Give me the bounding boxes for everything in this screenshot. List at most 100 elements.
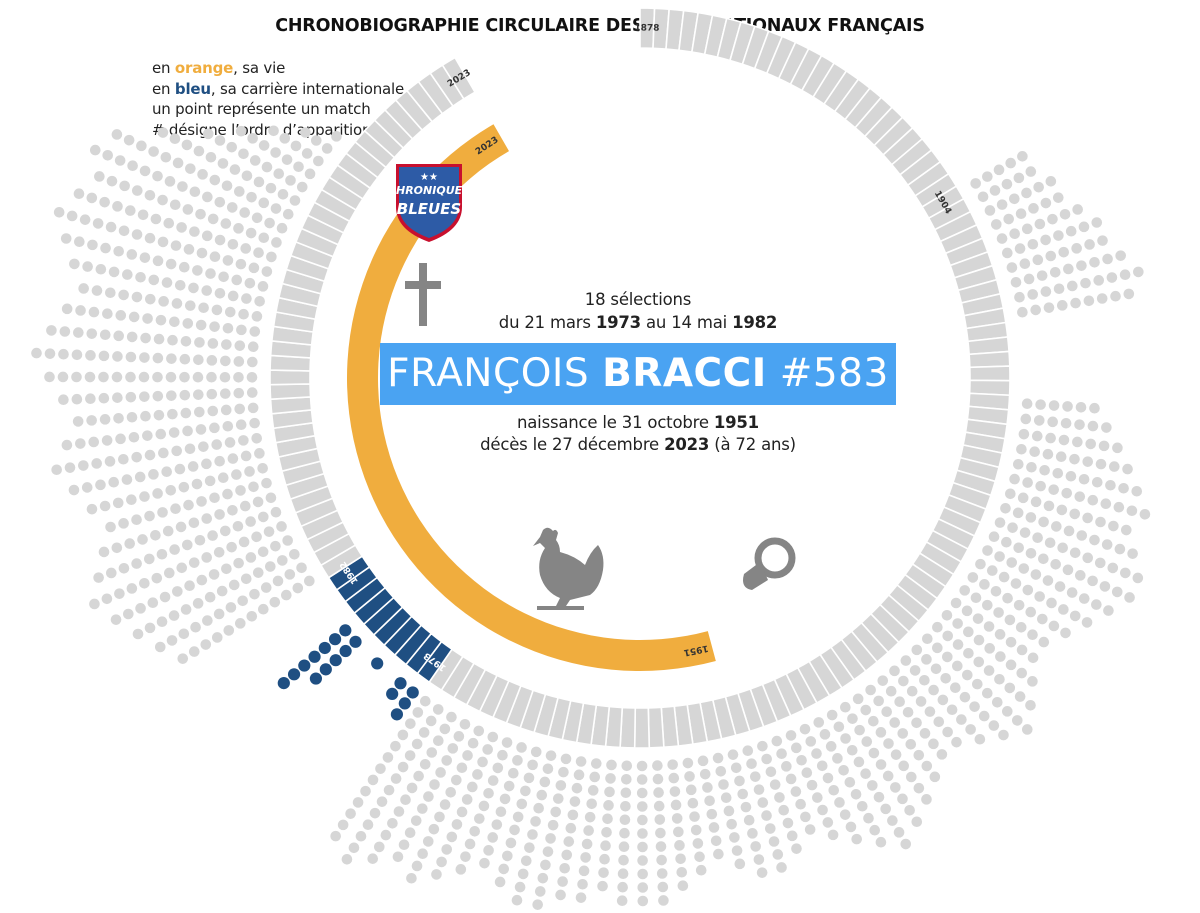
match-dot [913, 749, 925, 761]
match-dot [139, 391, 150, 402]
match-dot [397, 761, 409, 773]
match-dot [1122, 463, 1133, 475]
match-dot [178, 481, 190, 493]
match-dot [269, 596, 281, 608]
match-dot [95, 263, 107, 275]
match-dot [222, 255, 234, 266]
match-dot [1028, 203, 1039, 214]
match-dot [1021, 398, 1033, 410]
match-dot [144, 510, 155, 522]
match-dot [869, 824, 881, 836]
match-dot [655, 827, 666, 839]
match-dot [139, 578, 150, 589]
match-dot [246, 191, 257, 203]
match-dot [426, 747, 438, 758]
match-dot [184, 443, 196, 455]
match-dot [282, 208, 294, 220]
match-dot [244, 277, 256, 289]
match-dot [1001, 536, 1012, 548]
match-dot [956, 714, 967, 725]
match-dot [289, 548, 300, 560]
match-dot [1005, 488, 1016, 500]
match-dot [152, 390, 164, 402]
match-dot [118, 453, 129, 465]
match-dot [214, 509, 225, 520]
match-dot [71, 349, 83, 361]
match-dot [73, 188, 85, 200]
match-dot [1102, 253, 1113, 265]
match-dot [911, 644, 923, 656]
match-dot [1074, 491, 1086, 502]
match-dot [152, 352, 164, 364]
match-dot [712, 752, 724, 764]
match-dot [207, 213, 219, 225]
match-dot [192, 598, 204, 609]
match-dot [258, 140, 270, 151]
match-dot [1081, 617, 1093, 628]
match-dot [552, 793, 564, 804]
match-dot-player [349, 635, 362, 648]
match-dot [87, 239, 98, 251]
match-dot [982, 171, 993, 182]
match-dot [112, 201, 123, 212]
match-dot [1027, 652, 1039, 664]
match-dot [817, 804, 828, 816]
match-dot [126, 583, 138, 594]
match-dot-player [309, 672, 323, 685]
match-dot [234, 403, 245, 415]
match-dot [410, 815, 422, 826]
match-dot [270, 540, 281, 552]
match-dot [235, 258, 247, 270]
match-dot [516, 798, 528, 810]
match-dot [139, 491, 150, 502]
match-dot [304, 575, 315, 587]
match-dot [82, 261, 93, 272]
match-dot [273, 168, 285, 180]
match-dot [984, 643, 995, 654]
match-dot [996, 199, 1008, 210]
match-dot [451, 774, 462, 786]
match-dot [791, 742, 802, 754]
match-dot [785, 730, 797, 741]
match-dot [919, 728, 931, 739]
match-dot [253, 247, 264, 258]
match-dot [800, 811, 811, 823]
birth-date: naissance le 31 octobre 1951 [517, 413, 759, 432]
match-dot [222, 322, 234, 334]
match-dot [1033, 415, 1045, 426]
match-dot [1124, 592, 1135, 603]
match-dot [233, 223, 244, 234]
match-dot [713, 848, 724, 860]
match-dot [1087, 575, 1098, 587]
match-dot [128, 311, 140, 323]
match-dot [136, 140, 147, 152]
match-dot [1083, 295, 1095, 307]
match-dot [1025, 699, 1036, 711]
match-dot [224, 306, 236, 318]
match-dot [417, 848, 428, 860]
match-dot [963, 626, 974, 638]
match-dot [1074, 419, 1085, 430]
match-dot [873, 695, 884, 707]
match-dot [1027, 629, 1038, 641]
match-dot-player [406, 686, 419, 699]
match-dot [71, 393, 83, 405]
match-dot [889, 665, 900, 677]
match-dot [1014, 691, 1026, 702]
match-dot [195, 424, 207, 435]
match-dot [845, 821, 857, 833]
match-dot [1030, 569, 1042, 580]
match-dot [376, 796, 388, 807]
match-dot [602, 813, 613, 825]
match-dot [692, 838, 704, 849]
match-dot [537, 872, 549, 884]
match-dot [142, 313, 153, 324]
match-dot [1078, 593, 1090, 604]
match-dot [235, 419, 247, 430]
match-dot [482, 744, 493, 755]
match-dot [98, 350, 110, 362]
match-dot [162, 525, 174, 537]
match-dot [161, 466, 172, 478]
match-dot [704, 795, 715, 807]
match-dot [621, 773, 632, 785]
